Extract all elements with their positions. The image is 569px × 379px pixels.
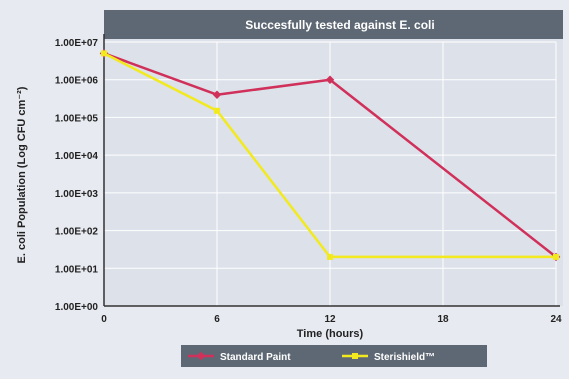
legend-swatch-marker [196,351,206,361]
y-tick-label: 1.00E+03 [55,189,99,200]
axis-layer [103,34,560,307]
data-point [212,90,222,99]
y-tick-label: 1.00E+06 [55,76,99,87]
y-tick-label: 1.00E+04 [55,151,99,162]
x-axis-title: Time (hours) [297,328,364,340]
x-tick-label: 24 [550,314,562,325]
y-tick-label: 1.00E+07 [55,38,99,49]
y-tick-label: 1.00E+00 [55,302,99,313]
legend-swatch-marker [352,353,358,359]
data-point [553,253,559,260]
y-tick-label: 1.00E+05 [55,113,99,124]
x-tick-label: 18 [437,314,449,325]
y-tick-label: 1.00E+01 [55,264,99,275]
data-point [101,50,107,57]
legend-label: Standard Paint [220,352,291,363]
x-tick-label: 6 [214,314,220,325]
series-line-1 [103,52,556,259]
y-tick-label: 1.00E+02 [55,227,99,238]
plot-panel [104,10,563,306]
title-banner [104,10,563,39]
chart-title: Succesfully tested against E. coli [245,18,434,32]
data-point [214,107,220,114]
data-point [327,253,333,260]
series-line-0 [103,52,557,258]
x-tick-label: 12 [324,314,336,325]
data-point [325,75,335,84]
legend-box [181,345,487,367]
tick-layer: 1.00E+00 1.00E+01 1.00E+02 1.00E+03 1.00E+04… [55,38,562,325]
y-axis-title: E. coli Population (Log CFU cm⁻²) [16,86,28,263]
legend-label: Sterishield™ [374,352,435,363]
series-layer [99,49,561,262]
legend: Standard Paint Sterishield™ [188,351,435,363]
x-tick-label: 0 [101,314,107,325]
